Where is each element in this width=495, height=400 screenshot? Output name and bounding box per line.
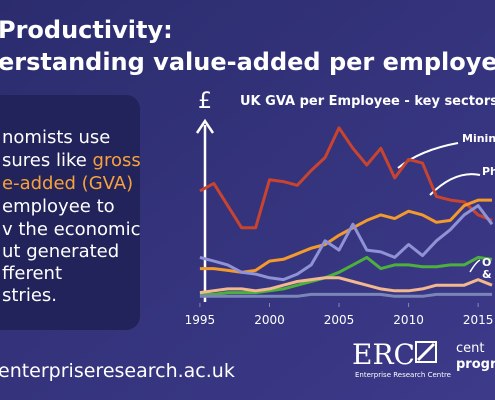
x-tick-label: 2015 bbox=[463, 313, 494, 327]
intro-line: nomists use bbox=[2, 127, 110, 148]
y-label: £ bbox=[198, 89, 212, 114]
series-line bbox=[199, 255, 493, 296]
footer-url[interactable]: enterpriseresearch.ac.uk bbox=[0, 360, 235, 382]
title: erstanding value-added per employee bbox=[0, 48, 495, 76]
partner: progre bbox=[456, 357, 495, 372]
intro-line: sures like gross bbox=[2, 150, 141, 171]
x-tick-label: 2000 bbox=[254, 313, 285, 327]
series-label: Ph bbox=[482, 165, 495, 178]
logo: ERC bbox=[352, 338, 415, 371]
pointer bbox=[397, 142, 459, 169]
series-line bbox=[199, 292, 492, 298]
x-tick-label: 1995 bbox=[185, 313, 216, 327]
y-axis-arrow bbox=[195, 118, 215, 134]
x-tick-label: 2005 bbox=[324, 313, 355, 327]
logo-slash bbox=[416, 342, 436, 362]
intro-panel bbox=[0, 95, 140, 330]
series-label: O bbox=[482, 256, 491, 269]
intro-line: employee to bbox=[2, 196, 115, 217]
title: Productivity: bbox=[0, 16, 173, 44]
x-tick-label: 2010 bbox=[393, 313, 424, 327]
logo-box bbox=[415, 341, 437, 363]
intro-line: v the economic bbox=[2, 219, 140, 240]
series-line bbox=[199, 198, 492, 274]
series-line bbox=[199, 204, 494, 282]
intro-line: stries. bbox=[2, 285, 57, 306]
pointer bbox=[469, 259, 481, 273]
series-line bbox=[199, 276, 493, 295]
intro-line: ut generated bbox=[2, 241, 119, 262]
chart: UK GVA per Employee - key sectors £ 1995… bbox=[185, 89, 495, 327]
intro-line: fferent bbox=[2, 263, 62, 284]
chart-title: UK GVA per Employee - key sectors bbox=[240, 94, 495, 109]
series-label: Minin bbox=[462, 132, 495, 145]
intro-line: e-added (GVA) bbox=[2, 173, 133, 194]
series-label: & bbox=[482, 268, 492, 281]
intro: nomists use sures like gross e-added (GV… bbox=[2, 127, 141, 306]
series-line bbox=[199, 126, 493, 230]
partner: cent bbox=[456, 341, 484, 356]
logo-sub: Enterprise Research Centre bbox=[355, 371, 451, 379]
